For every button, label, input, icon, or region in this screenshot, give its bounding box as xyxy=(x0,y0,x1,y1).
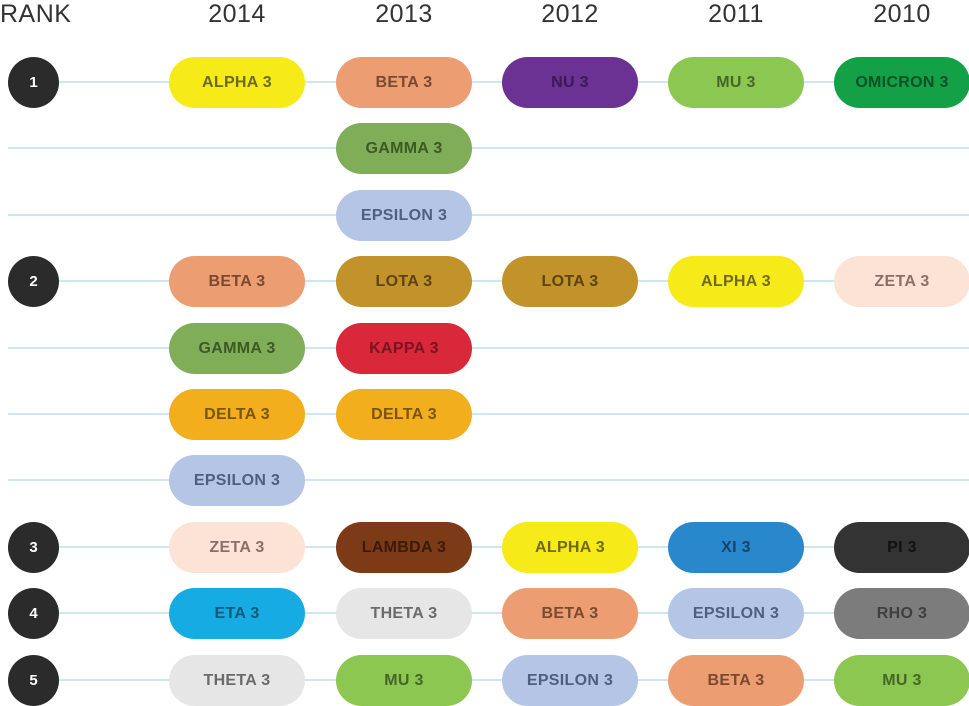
rank-badge-4: 4 xyxy=(8,588,59,639)
rank-item-pill: ZETA 3 xyxy=(834,256,969,307)
rank-item-pill: XI 3 xyxy=(668,522,804,573)
rank-item-pill: ZETA 3 xyxy=(169,522,305,573)
rank-item-pill: ETA 3 xyxy=(169,588,305,639)
rank-item-pill: DELTA 3 xyxy=(336,389,472,440)
rank-item-pill: DELTA 3 xyxy=(169,389,305,440)
rank-badge-2: 2 xyxy=(8,256,59,307)
rank-item-pill: EPSILON 3 xyxy=(169,455,305,506)
rank-badge-1: 1 xyxy=(8,57,59,108)
year-header-2013: 2013 xyxy=(375,0,433,28)
year-header-2014: 2014 xyxy=(208,0,266,28)
rank-item-pill: GAMMA 3 xyxy=(336,123,472,174)
rank-item-pill: LOTA 3 xyxy=(336,256,472,307)
row-line xyxy=(8,546,969,548)
year-header-2012: 2012 xyxy=(541,0,599,28)
rank-badge-3: 3 xyxy=(8,522,59,573)
rank-item-pill: LOTA 3 xyxy=(502,256,638,307)
row-line xyxy=(8,479,969,481)
rank-item-pill: KAPPA 3 xyxy=(336,323,472,374)
rank-item-pill: LAMBDA 3 xyxy=(336,522,472,573)
rank-item-pill: ALPHA 3 xyxy=(668,256,804,307)
rank-item-pill: EPSILON 3 xyxy=(668,588,804,639)
year-header-2010: 2010 xyxy=(873,0,931,28)
row-line xyxy=(8,81,969,83)
rank-item-pill: ALPHA 3 xyxy=(502,522,638,573)
row-line xyxy=(8,280,969,282)
rank-item-pill: MU 3 xyxy=(668,57,804,108)
row-line xyxy=(8,347,969,349)
rank-header: RANK xyxy=(0,0,72,28)
rank-item-pill: RHO 3 xyxy=(834,588,969,639)
row-line xyxy=(8,679,969,681)
rank-item-pill: GAMMA 3 xyxy=(169,323,305,374)
rank-item-pill: BETA 3 xyxy=(336,57,472,108)
row-line xyxy=(8,214,969,216)
rank-item-pill: THETA 3 xyxy=(336,588,472,639)
rank-item-pill: PI 3 xyxy=(834,522,969,573)
rank-item-pill: EPSILON 3 xyxy=(336,190,472,241)
row-line xyxy=(8,612,969,614)
rank-item-pill: NU 3 xyxy=(502,57,638,108)
row-line xyxy=(8,147,969,149)
rank-item-pill: MU 3 xyxy=(834,655,969,706)
year-header-2011: 2011 xyxy=(708,0,764,28)
rank-item-pill: ALPHA 3 xyxy=(169,57,305,108)
rank-item-pill: THETA 3 xyxy=(169,655,305,706)
rank-badge-5: 5 xyxy=(8,655,59,706)
rank-item-pill: MU 3 xyxy=(336,655,472,706)
rank-item-pill: BETA 3 xyxy=(169,256,305,307)
rank-item-pill: EPSILON 3 xyxy=(502,655,638,706)
rank-item-pill: BETA 3 xyxy=(668,655,804,706)
rank-item-pill: OMICRON 3 xyxy=(834,57,969,108)
rank-item-pill: BETA 3 xyxy=(502,588,638,639)
row-line xyxy=(8,413,969,415)
